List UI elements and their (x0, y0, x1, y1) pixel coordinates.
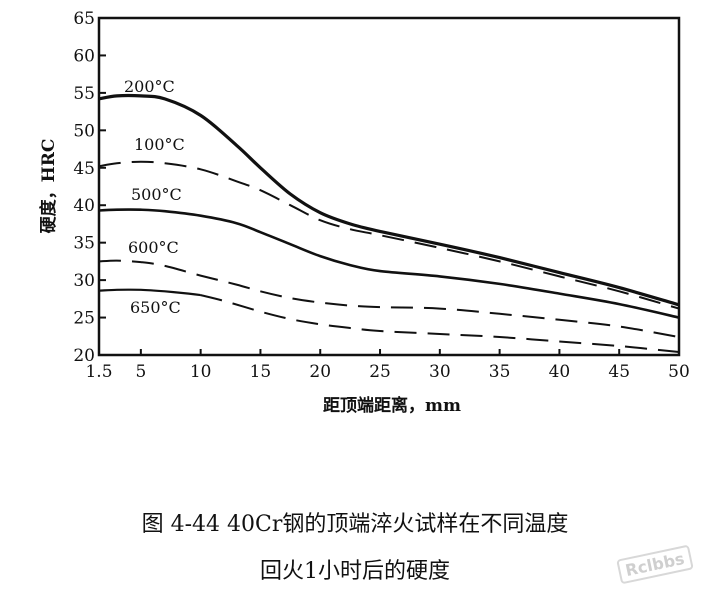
figure-caption-line-2: 回火1小时后的硬度 (260, 559, 450, 584)
x-tick-label: 50 (668, 362, 690, 382)
series-line-650c-solid (98, 288, 201, 297)
x-tick-label: 45 (608, 362, 630, 382)
x-tick-label: 10 (190, 362, 212, 382)
series-line-200c (98, 93, 680, 307)
y-tick-label: 65 (73, 9, 95, 29)
x-tick-label: 15 (250, 362, 272, 382)
series-label-200c: 200°C (124, 77, 175, 96)
series-line-650c-dashed (200, 294, 680, 353)
series-label-500c: 500°C (131, 185, 182, 204)
y-tick-label: 40 (73, 196, 95, 216)
series-label-100c: 100°C (134, 135, 185, 154)
x-tick-label: 35 (489, 362, 511, 382)
y-axis-label: 硬度，HRC (38, 139, 59, 234)
figure-caption-line-1: 图 4-44 40Cr钢的顶端淬火试样在不同温度 (141, 512, 569, 537)
x-tick-label: 30 (429, 362, 451, 382)
x-tick-label: 1.5 (85, 362, 112, 382)
y-tick-label: 35 (73, 234, 95, 254)
y-tick-label: 50 (73, 121, 95, 141)
y-tick-label: 25 (73, 309, 95, 329)
x-axis: 1.5 5 10 15 20 25 30 35 40 45 50 (85, 349, 690, 382)
x-tick-label: 40 (549, 362, 571, 382)
x-tick-label: 20 (309, 362, 331, 382)
y-tick-label: 20 (73, 346, 95, 366)
plot-area (97, 16, 681, 357)
y-tick-label: 30 (73, 271, 95, 291)
x-tick-label: 25 (369, 362, 391, 382)
series-group: 200°C 100°C 500°C 600°C 650°C (98, 77, 680, 353)
y-tick-label: 45 (73, 159, 95, 179)
series-line-100c (98, 160, 680, 310)
x-tick-label: 5 (135, 362, 146, 382)
series-line-600c (98, 259, 680, 338)
hardness-chart: 20 25 30 35 40 45 50 55 60 65 1.5 5 10 15 20 25 30 35 40 4… (38, 9, 690, 416)
y-tick-label: 60 (73, 46, 95, 66)
series-line-500c (98, 208, 680, 319)
y-tick-label: 55 (73, 84, 95, 104)
y-axis: 20 25 30 35 40 45 50 55 60 65 (73, 9, 106, 366)
series-label-600c: 600°C (128, 238, 179, 257)
plot-frame (97, 16, 681, 357)
series-label-650c: 650°C (130, 298, 181, 317)
x-axis-label: 距顶端距离，mm (323, 395, 461, 416)
